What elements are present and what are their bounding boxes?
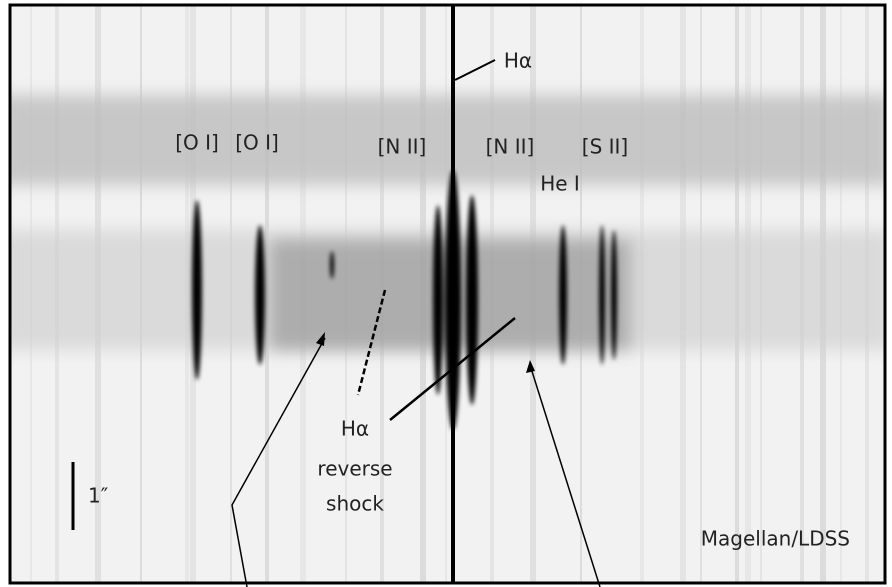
line-label: [O I] [235,131,279,155]
instrument-label: Magellan/LDSS [701,527,850,551]
left-arrow-line [231,337,326,587]
left-arrowhead [316,332,325,346]
spectrum-image [10,5,885,583]
line-label: Hα [504,49,532,73]
annotation-line: reverse [317,457,392,481]
dashed-pointer [356,289,387,396]
right-arrow-line [529,364,601,587]
frame [8,3,887,585]
scale-label: 1″ [88,484,108,508]
line-label: [N II] [378,135,427,159]
line-label: [N II] [486,135,535,159]
line-label: He I [540,172,580,196]
shock-pointer [389,317,516,421]
h-alpha-pointer [454,59,496,81]
annotation-line: Hα [341,417,369,441]
right-arrowhead [526,360,535,373]
annotation-line: shock [326,492,384,516]
line-label: [S II] [582,135,628,159]
line-label: [O I] [175,131,219,155]
